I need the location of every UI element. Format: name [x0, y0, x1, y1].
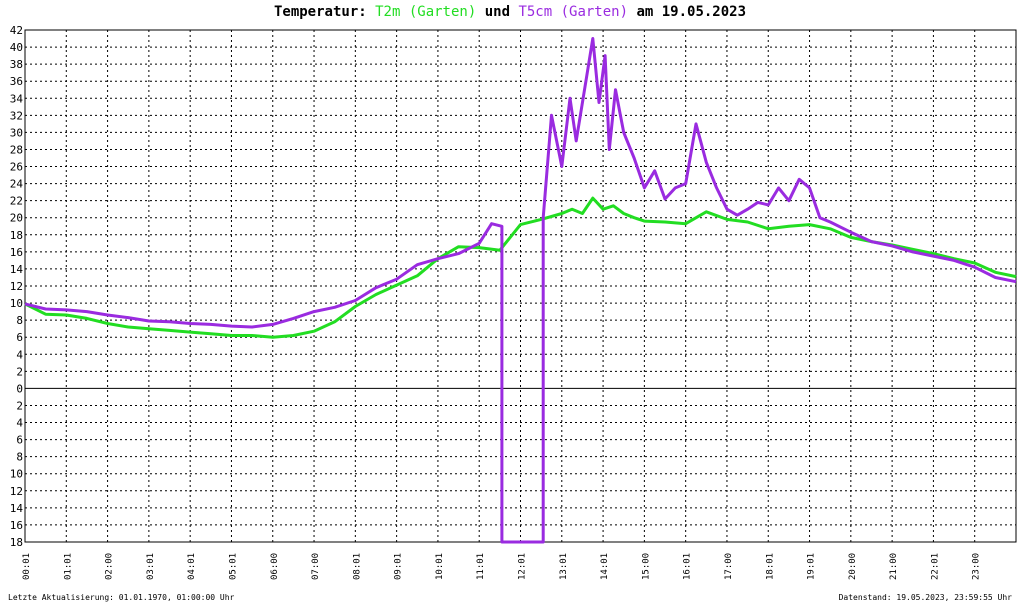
x-tick-label: 03:01: [146, 553, 156, 580]
y-tick-label: 16: [10, 519, 23, 532]
chart-title: Temperatur: T2m (Garten) und T5cm (Garte…: [0, 4, 1020, 20]
x-tick-label: 13:01: [559, 553, 569, 580]
y-tick-label: 14: [10, 502, 24, 515]
y-tick-label: 0: [16, 382, 23, 395]
y-tick-label: 26: [10, 161, 23, 174]
x-tick-label: 17:00: [724, 553, 734, 580]
y-tick-label: 12: [10, 280, 23, 293]
title-series-t2m: T2m (Garten): [375, 4, 477, 20]
title-prefix: Temperatur:: [273, 4, 376, 20]
y-tick-label: 10: [10, 297, 23, 310]
y-tick-label: 38: [10, 58, 23, 71]
y-tick-label: 8: [16, 451, 23, 464]
last-update-text: Letzte Aktualisierung: 01.01.1970, 01:00…: [8, 593, 235, 602]
y-tick-label: 30: [10, 126, 23, 139]
y-tick-label: 20: [10, 212, 23, 225]
y-tick-label: 18: [10, 229, 23, 242]
y-tick-label: 2: [16, 365, 23, 378]
y-tick-label: 8: [16, 314, 23, 327]
y-tick-label: 2: [16, 399, 23, 412]
y-tick-label: 16: [10, 246, 23, 259]
y-tick-label: 18: [10, 536, 23, 549]
x-tick-label: 23:00: [972, 553, 982, 580]
y-tick-label: 4: [16, 348, 23, 361]
title-date: am 19.05.2023: [628, 4, 747, 20]
y-tick-label: 12: [10, 485, 23, 498]
x-tick-label: 19:01: [807, 553, 817, 580]
x-tick-label: 07:00: [311, 553, 321, 580]
y-tick-label: 42: [10, 24, 23, 37]
series-line-t2m: [24, 196, 1017, 339]
data-status-text: Datenstand: 19.05.2023, 23:59:55 Uhr: [838, 593, 1012, 602]
y-tick-label: 10: [10, 468, 23, 481]
x-tick-label: 15:00: [641, 553, 651, 580]
x-tick-label: 10:01: [435, 553, 445, 580]
x-tick-label: 09:01: [394, 553, 404, 580]
x-tick-label: 06:00: [270, 553, 280, 580]
y-tick-label: 34: [10, 92, 24, 105]
x-tick-label: 12:01: [518, 553, 528, 580]
y-tick-label: 28: [10, 143, 23, 156]
y-tick-label: 14: [10, 263, 24, 276]
title-joiner: und: [476, 4, 519, 20]
series-line-t5cm: [24, 37, 1017, 544]
x-tick-label: 08:01: [352, 553, 362, 580]
x-tick-label: 20:00: [848, 553, 858, 580]
y-tick-label: 36: [10, 75, 23, 88]
y-tick-label: 6: [16, 331, 23, 344]
y-tick-label: 40: [10, 41, 23, 54]
y-tick-label: 4: [16, 417, 23, 430]
title-series-t5cm: T5cm (Garten): [518, 4, 629, 20]
x-tick-label: 11:01: [476, 553, 486, 580]
x-tick-label: 22:01: [930, 553, 940, 580]
x-tick-label: 16:01: [683, 553, 693, 580]
x-tick-label: 21:00: [889, 553, 899, 580]
x-tick-label: 04:01: [187, 553, 197, 580]
x-tick-label: 05:01: [228, 553, 238, 580]
y-tick-label: 6: [16, 434, 23, 447]
x-tick-label: 01:01: [63, 553, 73, 580]
x-tick-label: 00:01: [22, 553, 32, 580]
y-tick-label: 22: [10, 195, 23, 208]
x-tick-label: 02:00: [105, 553, 115, 580]
y-tick-label: 24: [10, 178, 24, 191]
x-tick-label: 14:01: [600, 553, 610, 580]
y-tick-label: 32: [10, 109, 23, 122]
x-tick-label: 18:01: [765, 553, 775, 580]
